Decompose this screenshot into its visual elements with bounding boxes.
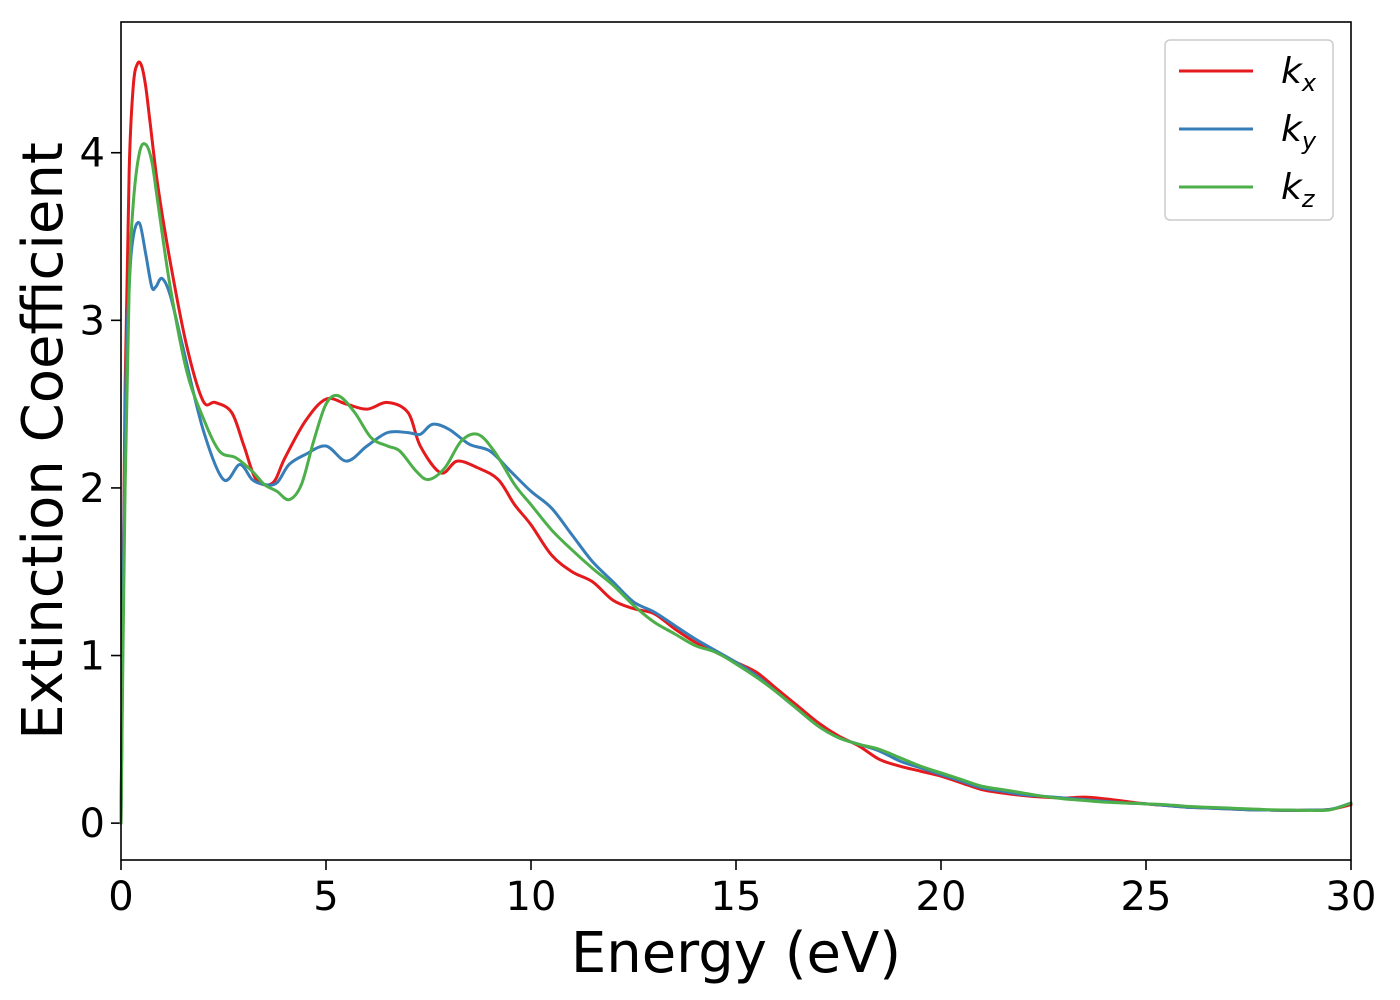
x-tick-label: 15 — [711, 874, 762, 920]
x-tick-label: 0 — [108, 874, 133, 920]
series-line-kz — [119, 142, 1353, 825]
y-axis-title: Extinction Coefficient — [11, 142, 76, 740]
x-tick-label: 5 — [313, 874, 338, 920]
y-tick-label: 4 — [80, 131, 105, 177]
legend-items: kx ky kz — [1179, 51, 1317, 213]
x-tick-label: 10 — [506, 874, 557, 920]
legend-label-ky: ky — [1281, 109, 1317, 155]
y-tick-label: 3 — [80, 298, 105, 344]
plot-frame — [120, 21, 1352, 861]
y-tick-label: 2 — [80, 466, 105, 512]
x-tick-label: 20 — [916, 874, 967, 920]
x-tick-label: 30 — [1326, 874, 1377, 920]
series-line-kx — [119, 60, 1353, 825]
legend: kx ky kz — [1164, 39, 1334, 221]
legend-label-kx: kx — [1281, 51, 1317, 97]
axis-ticks: 0 5 10 15 20 25 30 0 1 2 3 4 — [80, 131, 1377, 920]
series-lines — [119, 60, 1353, 825]
y-tick-label: 1 — [80, 634, 105, 680]
series-line-ky — [119, 220, 1353, 825]
x-axis-title: Energy (eV) — [571, 921, 901, 986]
x-tick-label: 25 — [1121, 874, 1172, 920]
legend-label-kz: kz — [1281, 167, 1316, 213]
y-tick-label: 0 — [80, 801, 105, 847]
